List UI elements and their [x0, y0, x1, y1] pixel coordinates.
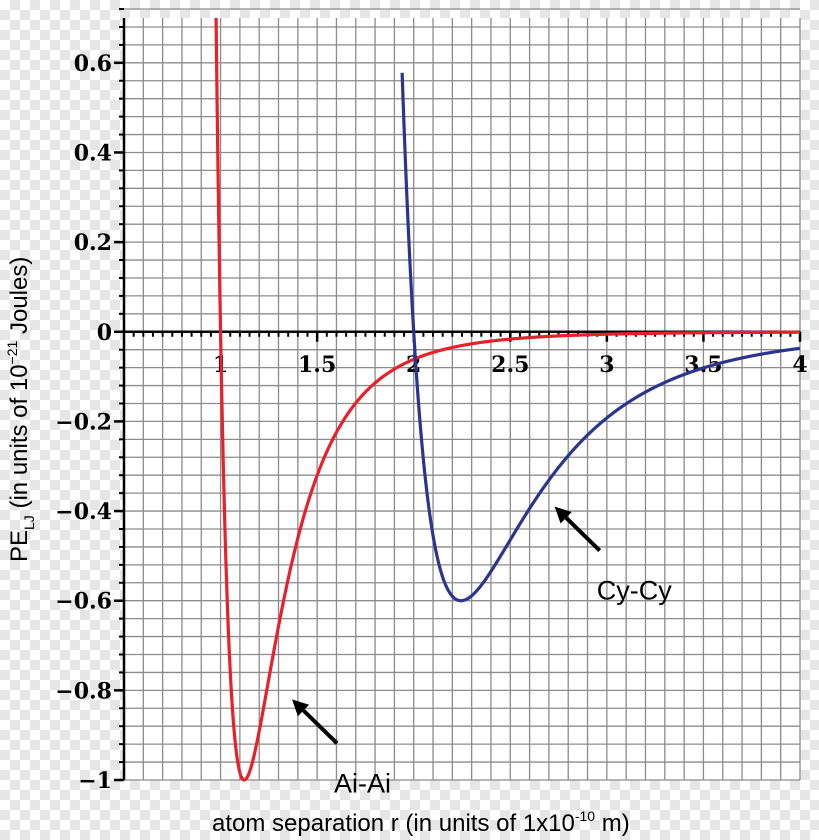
cy-cy-label: Cy-Cy — [597, 576, 672, 606]
y-tick-label: −1 — [78, 768, 112, 794]
x-tick-label: 4 — [792, 352, 807, 378]
y-tick-label: −0.6 — [55, 589, 112, 615]
grid-lines — [123, 8, 801, 781]
curves — [214, 18, 800, 782]
y-tick-label: 0.4 — [74, 140, 112, 166]
plot-background — [124, 18, 800, 780]
y-tick-label: −0.8 — [55, 678, 112, 704]
cy-cy-arrow-head — [554, 506, 572, 524]
x-tick-label: 1.5 — [298, 352, 336, 378]
y-tick-label: 0.2 — [74, 230, 112, 256]
y-tick-label: 0.6 — [74, 51, 112, 77]
x-axis-title: atom separation r (in units of 1x10-10 m… — [212, 808, 630, 837]
curve-cy-cy — [400, 72, 800, 603]
x-tick-label: 3 — [599, 352, 614, 378]
y-axis-title: PELJ (in units of 10−21 Joules) — [4, 257, 37, 562]
ai-ai-arrow-shaft — [302, 709, 339, 745]
annotations: Ai-Ai Cy-Cy — [292, 506, 672, 798]
ai-ai-label: Ai-Ai — [334, 768, 391, 798]
y-tick-label: 0 — [97, 320, 112, 346]
y-tick-label: −0.2 — [55, 409, 112, 435]
ai-ai-arrow-head — [292, 699, 310, 717]
curve-ai-ai — [214, 18, 800, 782]
cy-cy-arrow-shaft — [564, 516, 602, 553]
x-tick-label: 2.5 — [491, 352, 529, 378]
y-tick-label: −0.4 — [55, 499, 112, 525]
tick-labels: 0.60.40.20−0.2−0.4−0.6−0.8−11 1.5 2 2.5 3 3.5… — [55, 51, 807, 794]
